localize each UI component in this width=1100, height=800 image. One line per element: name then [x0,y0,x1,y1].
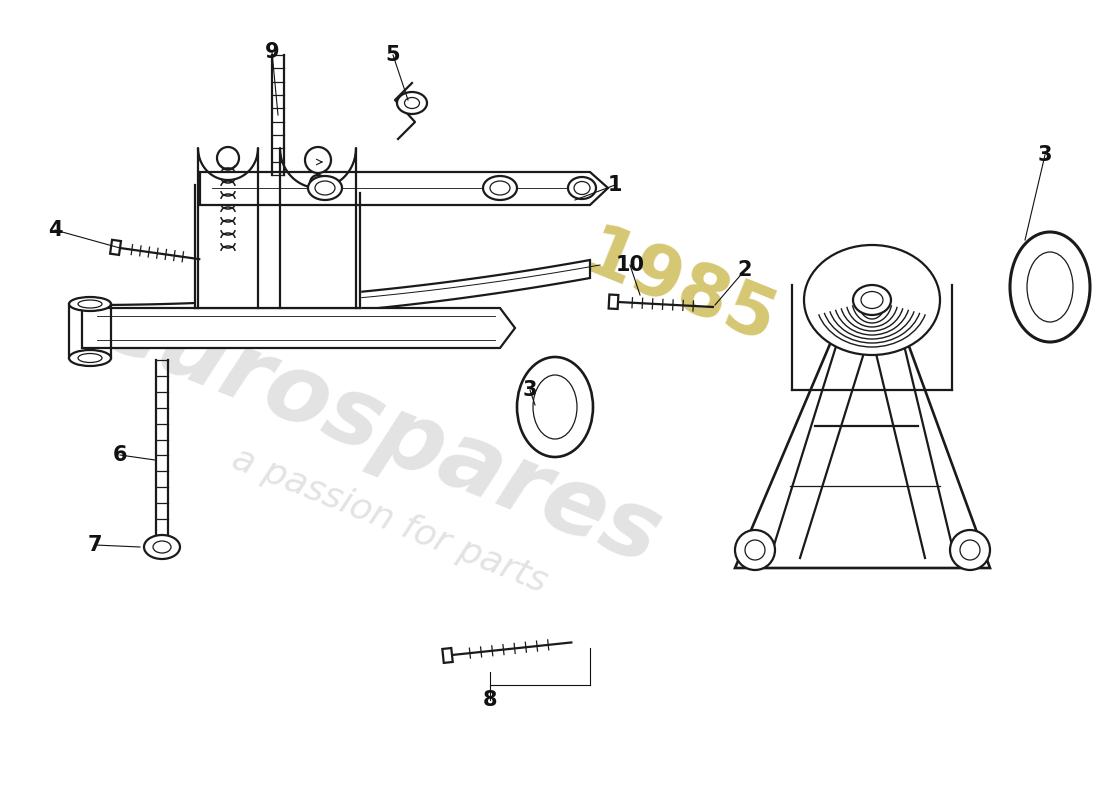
Polygon shape [608,294,618,309]
Ellipse shape [574,182,590,194]
Ellipse shape [78,300,102,308]
Ellipse shape [490,181,510,195]
Ellipse shape [305,147,331,173]
Text: eurospares: eurospares [86,275,674,585]
Text: 4: 4 [47,220,63,240]
Text: 7: 7 [88,535,102,555]
Text: 1: 1 [607,175,623,195]
Polygon shape [110,240,121,255]
Ellipse shape [517,357,593,457]
Polygon shape [735,245,990,568]
Ellipse shape [852,285,891,315]
Ellipse shape [69,350,111,366]
Polygon shape [198,148,258,308]
Ellipse shape [861,291,883,309]
Ellipse shape [69,297,111,311]
Ellipse shape [310,175,326,191]
Ellipse shape [308,176,342,200]
Text: 9: 9 [265,42,279,62]
Ellipse shape [735,530,776,570]
Polygon shape [195,135,360,308]
Ellipse shape [804,245,940,355]
Text: 5: 5 [386,45,400,65]
Ellipse shape [534,375,578,439]
Ellipse shape [1027,252,1072,322]
Ellipse shape [950,530,990,570]
Text: a passion for parts: a passion for parts [228,441,552,599]
Polygon shape [280,148,356,308]
Ellipse shape [568,177,596,199]
Text: 2: 2 [738,260,752,280]
Text: 6: 6 [112,445,128,465]
Polygon shape [442,648,453,663]
Ellipse shape [78,354,102,362]
Text: 1985: 1985 [574,220,786,360]
Polygon shape [90,260,590,323]
Text: 8: 8 [483,690,497,710]
Ellipse shape [745,540,764,560]
Ellipse shape [1010,232,1090,342]
Ellipse shape [397,92,427,114]
Text: 3: 3 [1037,145,1053,165]
Ellipse shape [217,147,239,169]
Ellipse shape [483,176,517,200]
Ellipse shape [315,181,336,195]
Polygon shape [82,308,515,348]
Ellipse shape [153,541,170,553]
Ellipse shape [144,535,180,559]
Text: 10: 10 [616,255,645,275]
Text: 3: 3 [522,380,537,400]
Ellipse shape [405,98,419,109]
Polygon shape [200,172,608,205]
Ellipse shape [960,540,980,560]
